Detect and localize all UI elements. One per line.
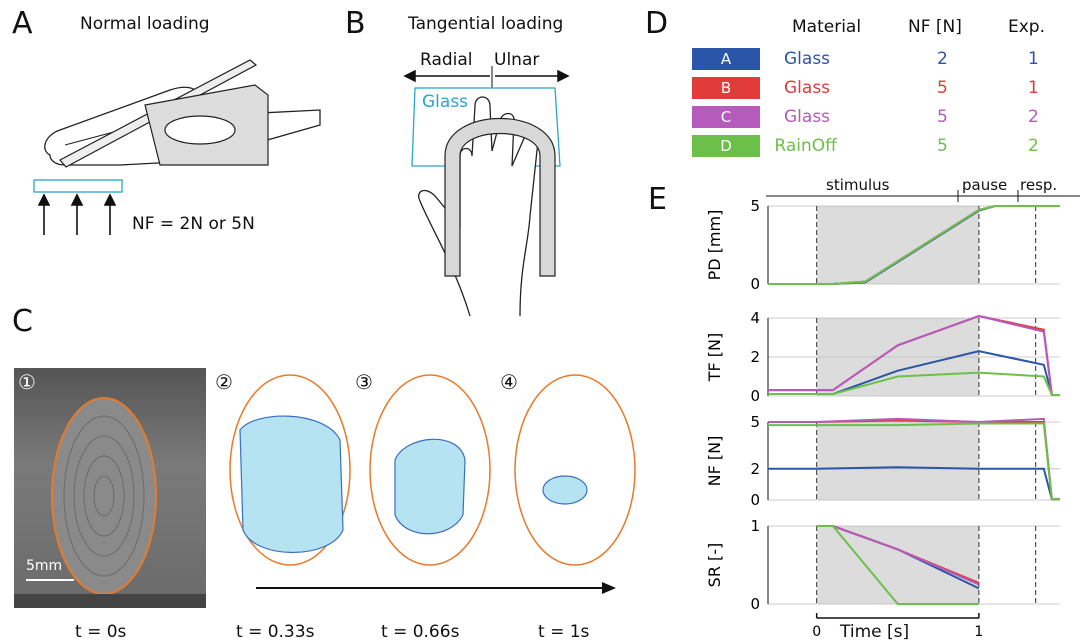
cell-material-B: Glass	[784, 78, 831, 98]
series-line-D	[768, 205, 1060, 285]
y-axis-label: SR [-]	[705, 543, 724, 588]
series-line-D	[768, 422, 1060, 501]
frame-number-1: ①	[18, 370, 36, 394]
y-tick-label: 2	[750, 460, 760, 478]
frame-number-4: ④	[500, 370, 518, 394]
panel-letter-e: E	[648, 182, 667, 217]
y-tick-label: 0	[750, 275, 760, 293]
x-tick-label: 0	[812, 624, 821, 640]
panel-letter-b: B	[345, 6, 366, 41]
time-label-3: t = 1s	[538, 622, 590, 642]
cell-exp-C: 2	[1028, 107, 1039, 127]
cell-nf-C: 5	[937, 107, 948, 127]
y-tick-label: 1	[750, 517, 760, 535]
cell-material-D: RainOff	[774, 136, 837, 156]
phase-bracket	[766, 190, 1080, 202]
hand-tangential-loading-illustration	[403, 66, 570, 317]
panel-letter-d: D	[645, 6, 669, 41]
panel-letter-c: C	[12, 304, 33, 339]
y-axis-label: PD [mm]	[705, 210, 724, 281]
finger-normal-loading-illustration	[33, 59, 321, 235]
panel-a-title: Normal loading	[80, 14, 210, 34]
cell-nf-B: 5	[937, 78, 948, 98]
stimulus-shading	[816, 206, 979, 284]
cell-nf-D: 5	[937, 136, 948, 156]
frame-number-3: ③	[355, 370, 373, 394]
cell-exp-B: 1	[1028, 78, 1039, 98]
panel-letter-a: A	[12, 6, 33, 41]
contact-frame-4: ④	[500, 370, 640, 570]
y-axis-label: NF [N]	[705, 436, 724, 487]
header-exp: Exp.	[1008, 17, 1045, 37]
panel-b-title: Tangential loading	[408, 14, 564, 34]
fingerprint-image: ① 5mm	[14, 368, 206, 608]
y-tick-label: 0	[750, 491, 760, 509]
x-axis-label: Time [s]	[840, 622, 910, 642]
cell-nf-A: 2	[937, 49, 948, 69]
timeseries-plots: 0 5 PD [mm] 0 2 4 TF [N] 0 2 5 NF [N] 0 1 SR [-] 0 1	[705, 200, 1060, 640]
x-tick-label: 1	[974, 624, 983, 640]
y-tick-label: 5	[750, 413, 760, 431]
normal-force-label: NF = 2N or 5N	[132, 214, 255, 234]
series-line-D	[816, 525, 979, 605]
y-tick-label: 4	[750, 309, 760, 327]
time-label-2: t = 0.66s	[381, 622, 460, 642]
cell-material-A: Glass	[784, 49, 831, 69]
ulnar-label: Ulnar	[494, 50, 540, 70]
condition-swatch-C: C	[692, 106, 760, 128]
header-material: Material	[792, 17, 862, 37]
y-tick-label: 0	[750, 595, 760, 613]
glass-plate-label: Glass	[422, 92, 469, 112]
series-line-D	[768, 371, 1060, 397]
phase-response: resp.	[1020, 176, 1058, 194]
time-arrow	[256, 582, 616, 594]
condition-swatch-A: A	[692, 48, 760, 70]
stimulus-shading	[816, 526, 979, 604]
y-tick-label: 5	[750, 200, 760, 215]
y-tick-label: 2	[750, 348, 760, 366]
header-nf: NF [N]	[908, 17, 962, 37]
radial-label: Radial	[420, 50, 473, 70]
y-axis-label: TF [N]	[705, 333, 724, 383]
time-label-1: t = 0.33s	[236, 622, 315, 642]
y-tick-label: 0	[750, 387, 760, 405]
cell-material-C: Glass	[784, 107, 831, 127]
condition-swatch-B: B	[692, 77, 760, 99]
phase-pause: pause	[962, 176, 1008, 194]
cell-exp-A: 1	[1028, 49, 1039, 69]
scalebar-label: 5mm	[26, 558, 63, 574]
series-line-C	[768, 315, 1060, 397]
time-label-0: t = 0s	[75, 622, 127, 642]
frame-number-2: ②	[215, 370, 233, 394]
condition-swatch-D: D	[692, 135, 760, 157]
stimulus-shading	[816, 422, 979, 500]
phase-stimulus: stimulus	[826, 176, 890, 194]
contact-frame-2: ②	[215, 370, 355, 570]
contact-frame-3: ③	[355, 370, 495, 570]
cell-exp-D: 2	[1028, 136, 1039, 156]
